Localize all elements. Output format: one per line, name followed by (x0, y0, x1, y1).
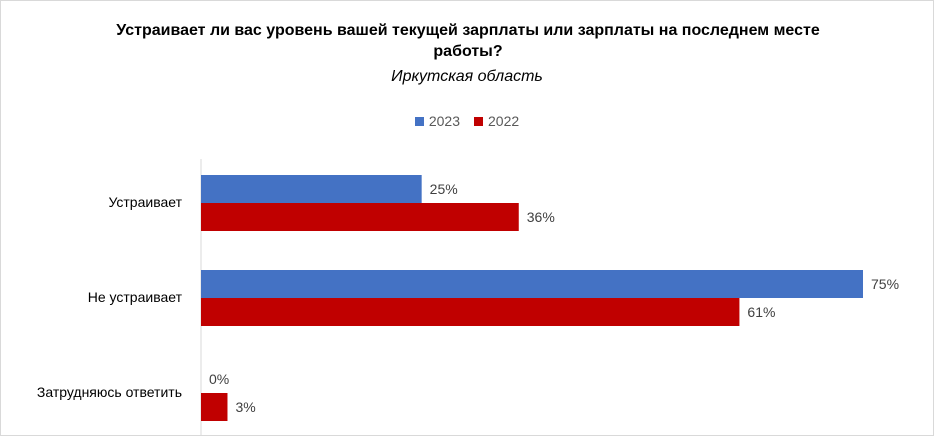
bar-2023-2 (201, 270, 863, 298)
chart-subtitle: Иркутская область (391, 68, 543, 85)
legend-item-2023: 2023 (414, 113, 460, 129)
bar-2022-1 (201, 203, 519, 231)
category-label: Не устраивает (88, 289, 183, 305)
legend-swatch-2022 (474, 116, 483, 126)
data-label: 3% (235, 399, 255, 415)
chart-title: Устраивает ли вас уровень вашей текущей … (116, 22, 820, 60)
category-label: Устраивает (108, 194, 182, 210)
data-label: 75% (871, 276, 899, 292)
legend-swatch-2023 (414, 116, 424, 126)
legend: 2023 2022 (0, 113, 934, 129)
bar-2022-3 (201, 393, 228, 421)
data-label: 36% (527, 209, 555, 225)
data-label: 61% (747, 304, 775, 320)
data-label: 25% (430, 181, 458, 197)
bar-2023-1 (201, 175, 422, 203)
legend-item-2022: 2022 (474, 113, 519, 129)
category-label: Затрудняюсь ответить (37, 384, 182, 400)
legend-label-2022: 2022 (488, 113, 520, 129)
data-label: 0% (209, 371, 229, 387)
legend-label-2023: 2023 (428, 113, 460, 129)
bar-2022-2 (201, 298, 740, 326)
